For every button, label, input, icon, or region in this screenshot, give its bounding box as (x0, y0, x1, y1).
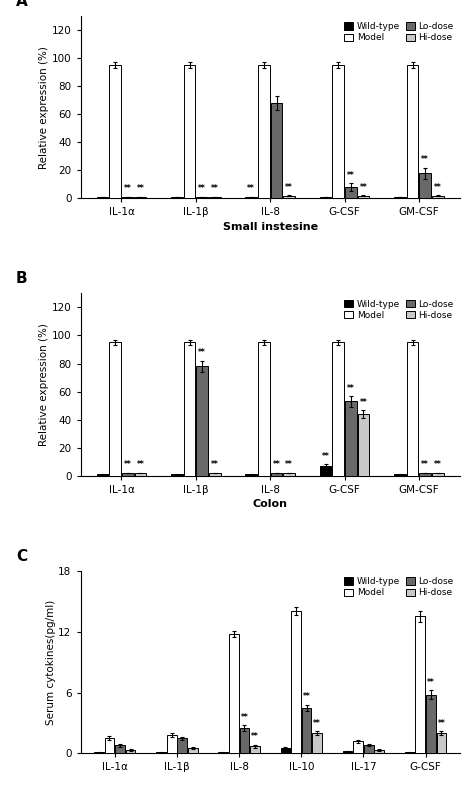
Bar (196, 366, 208, 476)
Bar (196, 197, 208, 198)
Bar (209, 197, 220, 198)
Bar (419, 473, 431, 476)
Bar (171, 474, 182, 476)
Text: **: ** (124, 461, 132, 469)
Text: **: ** (198, 185, 206, 193)
Bar (97, 197, 109, 198)
Bar (109, 65, 121, 198)
Bar (291, 611, 301, 753)
Bar (419, 173, 431, 198)
Text: **: ** (137, 461, 144, 469)
Text: **: ** (285, 461, 293, 469)
Bar (394, 474, 406, 476)
Bar (271, 473, 283, 476)
Text: **: ** (434, 461, 442, 469)
Bar (415, 616, 425, 753)
Text: **: ** (137, 185, 144, 193)
X-axis label: Colon: Colon (253, 499, 288, 509)
Bar (105, 738, 114, 753)
Bar (258, 343, 270, 476)
Text: **: ** (313, 718, 321, 728)
Bar (258, 65, 270, 198)
Bar (109, 343, 121, 476)
Bar (301, 707, 311, 753)
Bar (246, 197, 257, 198)
Bar (320, 197, 331, 198)
Text: **: ** (303, 692, 310, 701)
Bar (426, 695, 436, 753)
Bar (343, 751, 353, 753)
Bar (126, 750, 136, 753)
Bar (239, 728, 249, 753)
Y-axis label: Relative expression (%): Relative expression (%) (39, 324, 49, 446)
Text: B: B (16, 271, 28, 286)
Text: **: ** (421, 461, 429, 469)
Legend: Wild-type, Model, Lo-dose, Hi-dose: Wild-type, Model, Lo-dose, Hi-dose (342, 575, 455, 600)
Text: **: ** (427, 678, 435, 688)
Bar (394, 197, 406, 198)
Bar (281, 749, 290, 753)
Legend: Wild-type, Model, Lo-dose, Hi-dose: Wild-type, Model, Lo-dose, Hi-dose (342, 298, 455, 322)
Bar (437, 733, 447, 753)
Y-axis label: Serum cytokines(pg/ml): Serum cytokines(pg/ml) (46, 600, 55, 725)
Bar (229, 634, 239, 753)
Bar (407, 343, 419, 476)
Text: **: ** (285, 183, 293, 192)
Bar (353, 741, 363, 753)
Text: **: ** (211, 461, 219, 469)
Text: **: ** (240, 713, 248, 722)
Text: **: ** (124, 185, 132, 193)
Text: **: ** (421, 155, 429, 164)
Text: **: ** (347, 170, 355, 180)
Bar (167, 735, 176, 753)
Bar (271, 103, 283, 198)
Bar (407, 65, 419, 198)
Text: **: ** (434, 183, 442, 192)
Bar (358, 414, 369, 476)
Bar (184, 343, 195, 476)
Text: **: ** (360, 397, 367, 407)
Text: **: ** (438, 718, 445, 728)
Bar (177, 738, 187, 753)
Bar (358, 196, 369, 198)
Bar (97, 474, 109, 476)
Bar (246, 474, 257, 476)
Bar (345, 401, 356, 476)
Text: **: ** (322, 452, 329, 461)
Bar (283, 196, 295, 198)
Text: **: ** (247, 185, 255, 193)
Bar (209, 473, 220, 476)
Text: **: ** (360, 183, 367, 192)
X-axis label: Small instesine: Small instesine (223, 221, 318, 232)
Bar (250, 746, 260, 753)
Bar (283, 473, 295, 476)
Bar (135, 197, 146, 198)
Bar (135, 473, 146, 476)
Legend: Wild-type, Model, Lo-dose, Hi-dose: Wild-type, Model, Lo-dose, Hi-dose (342, 21, 455, 44)
Text: C: C (16, 549, 27, 564)
Bar (184, 65, 195, 198)
Bar (171, 197, 182, 198)
Bar (345, 187, 356, 198)
Bar (364, 745, 374, 753)
Text: **: ** (273, 461, 281, 469)
Text: **: ** (198, 348, 206, 358)
Text: **: ** (347, 384, 355, 393)
Text: **: ** (211, 185, 219, 193)
Bar (312, 733, 322, 753)
Bar (332, 343, 344, 476)
Bar (432, 196, 444, 198)
Bar (432, 473, 444, 476)
Bar (122, 197, 134, 198)
Bar (188, 749, 198, 753)
Text: A: A (16, 0, 28, 9)
Bar (115, 745, 125, 753)
Bar (122, 473, 134, 476)
Text: **: ** (251, 733, 259, 741)
Bar (374, 750, 384, 753)
Bar (320, 466, 331, 476)
Y-axis label: Relative expression (%): Relative expression (%) (39, 46, 49, 169)
Bar (332, 65, 344, 198)
